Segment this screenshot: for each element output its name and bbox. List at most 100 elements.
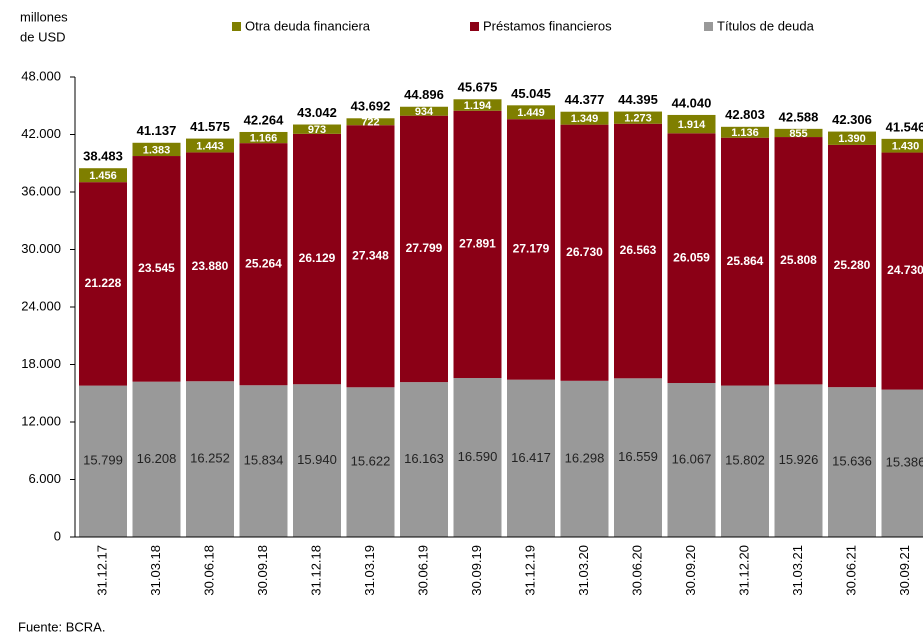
data-label: 15.926 [779,452,819,467]
data-label: 16.208 [137,451,177,466]
legend-label: Otra deuda financiera [245,18,371,33]
bar-segment [132,142,181,157]
data-label: 16.590 [458,449,498,464]
data-label: 1.430 [892,141,920,153]
data-label: 21.228 [85,276,122,290]
data-label: 16.298 [565,450,605,465]
data-label: 25.808 [780,253,817,267]
total-label: 44.395 [618,92,658,107]
data-label: 15.802 [725,453,765,468]
data-label: 27.891 [459,237,496,251]
data-label: 1.273 [624,113,652,125]
data-label: 23.545 [138,261,175,275]
total-label: 44.896 [404,87,444,102]
bar-segment [346,118,395,126]
bar-segment [774,384,823,537]
data-label: 1.136 [731,127,759,139]
total-label: 43.692 [351,99,391,114]
total-label: 42.306 [832,112,872,127]
data-label: 1.914 [678,119,706,131]
bar-segment [614,123,662,379]
x-tick-label: 30.09.19 [469,545,484,596]
bar-segment [721,137,769,386]
data-label: 934 [415,106,434,118]
legend-label: Títulos de deuda [717,18,815,33]
source: Fuente: BCRA. [18,619,105,634]
total-label: 43.042 [297,105,337,120]
x-tick-label: 30.09.20 [683,545,698,596]
y-tick-label: 36.000 [21,183,61,198]
data-label: 722 [361,117,379,129]
data-label: 1.166 [250,132,278,144]
x-tick-label: 30.09.18 [255,545,270,596]
bar-segment [346,125,395,388]
bar-segment [667,114,716,134]
data-label: 26.730 [566,245,603,259]
y-tick-label: 48.000 [21,68,61,83]
data-label: 973 [308,124,326,136]
bar-segment [79,182,127,386]
bar-segment [346,387,395,537]
total-label: 38.483 [83,149,123,164]
data-label: 16.417 [511,450,551,465]
bar-segment [774,137,823,385]
total-label: 42.588 [779,109,819,124]
bar-segment [614,378,662,537]
x-tick-label: 31.12.20 [736,545,751,596]
bar-segment [186,381,234,537]
y-tick-label: 24.000 [21,298,61,313]
bar-segment [828,131,876,145]
data-label: 25.264 [245,256,282,270]
bar-segment [828,144,876,388]
data-label: 25.864 [727,254,764,268]
data-label: 1.449 [517,107,545,119]
data-label: 26.129 [299,251,336,265]
bar-segment [507,105,555,120]
data-label: 27.348 [352,248,389,262]
data-label: 23.880 [192,259,229,273]
bar-segment [293,133,341,385]
bar-segment [721,126,769,138]
data-label: 1.390 [838,133,866,145]
bar-segment [239,385,288,537]
data-label: 24.730 [887,263,923,277]
data-label: 16.252 [190,451,230,466]
data-label: 27.179 [513,242,550,256]
bar-segment [453,99,502,111]
bar-segment [79,168,127,183]
legend-label: Préstamos financieros [483,18,612,33]
data-label: 1.443 [196,140,224,152]
bar-segment [667,383,716,537]
legend-swatch [470,22,479,31]
y-tick-label: 30.000 [21,241,61,256]
y-tick-label: 12.000 [21,413,61,428]
bar-segment [132,156,181,382]
total-label: 44.377 [565,92,605,107]
data-label: 15.386 [886,455,923,470]
total-label: 42.264 [244,112,285,127]
bar-segment [881,138,923,153]
y-axis-unit: millones [20,9,68,24]
x-tick-label: 31.12.18 [308,545,323,596]
bar-segment [560,111,609,125]
bar-segment [400,115,448,383]
bar-segment [186,138,234,153]
total-label: 41.546 [886,119,923,134]
bar-segment [132,381,181,537]
data-label: 855 [789,128,807,140]
x-tick-label: 31.03.20 [576,545,591,596]
bar-segment [774,128,823,138]
x-tick-label: 31.03.19 [362,545,377,596]
x-tick-label: 30.09.21 [897,545,912,596]
x-tick-label: 31.12.19 [522,545,537,596]
total-label: 41.137 [137,123,177,138]
bar-segment [239,143,288,386]
bar-segment [881,152,923,390]
x-tick-label: 31.12.17 [94,545,109,596]
y-axis-unit: de USD [20,29,66,44]
y-tick-label: 6.000 [28,471,61,486]
data-label: 16.559 [618,449,658,464]
bar-segment [79,385,127,537]
data-label: 1.456 [89,170,117,182]
